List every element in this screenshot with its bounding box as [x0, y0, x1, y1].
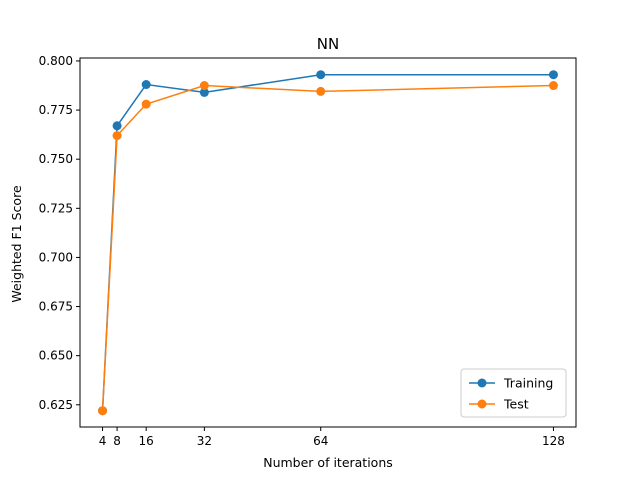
x-tick-label: 128 — [542, 434, 565, 448]
y-tick-label: 0.625 — [39, 398, 73, 412]
plot-area: 4 8 16 32 64 128 0.625 0.650 0.675 0.700 0.725 0.75… — [39, 54, 577, 448]
legend-box — [460, 368, 567, 418]
y-tick-label: 0.750 — [39, 152, 73, 166]
y-tick-label: 0.675 — [39, 300, 73, 314]
y-tick-label: 0.700 — [39, 250, 73, 264]
data-point-training — [548, 70, 558, 80]
axes-frame — [79, 57, 577, 428]
legend: Training Test — [460, 368, 567, 418]
data-point-test — [141, 99, 151, 109]
y-axis-label: Weighted F1 Score — [9, 185, 24, 303]
x-tick-label: 16 — [139, 434, 154, 448]
x-tick-label: 64 — [313, 434, 328, 448]
y-tick-label: 0.800 — [39, 54, 73, 68]
data-point-training — [141, 80, 151, 90]
data-point-training — [199, 87, 209, 97]
x-tick-label: 4 — [99, 434, 107, 448]
data-point-training — [316, 70, 326, 80]
series-line-test — [101, 84, 554, 411]
data-point-test — [98, 406, 108, 416]
y-tick-label: 0.725 — [39, 201, 73, 215]
x-tick-label: 32 — [197, 434, 212, 448]
chart-title: NN — [317, 35, 339, 53]
x-tick-label: 8 — [113, 434, 121, 448]
legend-label-training: Training — [503, 376, 553, 391]
data-point-training — [112, 121, 122, 131]
legend-marker-test — [477, 399, 487, 409]
data-point-test — [316, 86, 326, 96]
legend-marker-training — [477, 378, 487, 388]
x-axis-label: Number of iterations — [263, 455, 393, 470]
y-tick-label: 0.650 — [39, 349, 73, 363]
y-tick-label: 0.775 — [39, 103, 73, 117]
data-point-test — [112, 131, 122, 141]
data-point-test — [548, 81, 558, 91]
legend-label-test: Test — [503, 397, 529, 412]
data-point-test — [199, 81, 209, 91]
